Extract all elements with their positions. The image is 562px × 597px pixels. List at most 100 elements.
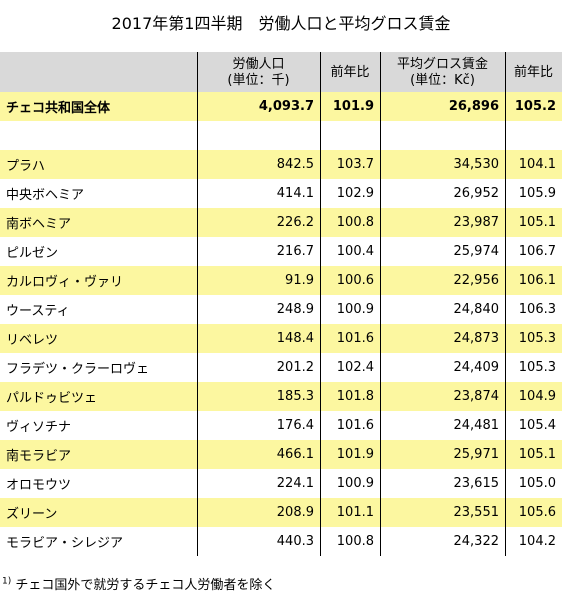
- row-bg: [0, 440, 562, 469]
- header-line: (単位：Kč): [410, 72, 475, 88]
- row-bg: [0, 266, 562, 295]
- value-cell: 101.8: [336, 389, 374, 404]
- value-cell: 216.7: [276, 244, 314, 259]
- value-cell: 4,093.7: [258, 99, 314, 114]
- value-cell: 22,956: [453, 273, 500, 288]
- header-line: 平均グロス賃金: [396, 56, 488, 72]
- header-cell: 前年比: [320, 52, 380, 93]
- region-name: パルドゥビツェ: [6, 391, 98, 406]
- value-cell: 100.6: [336, 273, 374, 288]
- value-cell: 104.1: [518, 157, 556, 172]
- value-cell: 24,322: [453, 534, 500, 549]
- value-cell: 105.2: [514, 99, 556, 114]
- value-cell: 100.9: [336, 476, 374, 491]
- value-cell: 101.9: [332, 99, 374, 114]
- region-name: 中央ボヘミア: [6, 188, 85, 203]
- value-cell: 101.6: [336, 418, 374, 433]
- region-name: チェコ共和国全体: [6, 101, 111, 116]
- value-cell: 105.1: [518, 215, 556, 230]
- value-cell: 23,987: [453, 215, 500, 230]
- value-cell: 102.9: [336, 186, 374, 201]
- value-cell: 24,840: [453, 302, 500, 317]
- value-cell: 105.0: [518, 476, 556, 491]
- region-name: 南ボヘミア: [6, 217, 72, 232]
- column-divider: [380, 52, 381, 556]
- footnote-marker: 1): [2, 576, 12, 587]
- title: 2017年第1四半期 労働人口と平均グロス賃金: [111, 14, 451, 33]
- value-cell: 91.9: [285, 273, 314, 288]
- value-cell: 842.5: [276, 157, 314, 172]
- value-cell: 414.1: [276, 186, 314, 201]
- value-cell: 26,896: [448, 99, 499, 114]
- header-cell: [0, 52, 197, 93]
- region-name: オロモウツ: [6, 478, 72, 493]
- value-cell: 440.3: [276, 534, 314, 549]
- region-name: カルロヴィ・ヴァリ: [6, 275, 124, 290]
- value-cell: 34,530: [453, 157, 500, 172]
- value-cell: 148.4: [276, 331, 314, 346]
- value-cell: 105.3: [518, 331, 556, 346]
- header-line: 前年比: [513, 64, 553, 80]
- region-name: ヴィソチナ: [6, 420, 72, 435]
- footnote: 1) チェコ国外で就労するチェコ人労働者を除く: [2, 574, 275, 593]
- region-name: フラデツ・クラーロヴェ: [6, 362, 150, 377]
- value-cell: 105.6: [518, 505, 556, 520]
- value-cell: 104.2: [518, 534, 556, 549]
- region-name: 南モラビア: [6, 449, 72, 464]
- value-cell: 105.9: [518, 186, 556, 201]
- value-cell: 25,971: [453, 447, 500, 462]
- value-cell: 185.3: [276, 389, 314, 404]
- header-cell: 平均グロス賃金 (単位：Kč): [380, 52, 505, 93]
- value-cell: 23,874: [453, 389, 500, 404]
- value-cell: 106.1: [518, 273, 556, 288]
- value-cell: 105.4: [518, 418, 556, 433]
- row-bg: [0, 150, 562, 179]
- header-line: 前年比: [330, 64, 370, 80]
- column-divider: [505, 52, 506, 556]
- value-cell: 26,952: [453, 186, 500, 201]
- value-cell: 226.2: [276, 215, 314, 230]
- region-name: ウースティ: [6, 304, 70, 319]
- region-name: モラビア・シレジア: [6, 536, 124, 551]
- header-cell: 労働人口 (単位：千): [197, 52, 320, 93]
- header-line: 労働人口: [232, 56, 285, 72]
- value-cell: 100.4: [336, 244, 374, 259]
- column-divider: [197, 52, 198, 556]
- value-cell: 25,974: [453, 244, 500, 259]
- value-cell: 106.3: [518, 302, 556, 317]
- footnote-text: チェコ国外で就労するチェコ人労働者を除く: [15, 578, 276, 593]
- value-cell: 248.9: [276, 302, 314, 317]
- region-name: プラハ: [6, 159, 45, 174]
- value-cell: 224.1: [276, 476, 314, 491]
- value-cell: 100.9: [336, 302, 374, 317]
- value-cell: 101.6: [336, 331, 374, 346]
- region-name: ズリーン: [6, 507, 58, 522]
- value-cell: 201.2: [276, 360, 314, 375]
- value-cell: 103.7: [336, 157, 374, 172]
- row-bg: [0, 92, 562, 121]
- value-cell: 100.8: [336, 215, 374, 230]
- value-cell: 23,551: [453, 505, 500, 520]
- header-cell: 前年比: [505, 52, 562, 93]
- value-cell: 102.4: [336, 360, 374, 375]
- header-bg: [0, 52, 562, 93]
- value-cell: 466.1: [276, 447, 314, 462]
- value-cell: 100.8: [336, 534, 374, 549]
- region-name: ピルゼン: [6, 246, 59, 261]
- row-bg: [0, 208, 562, 237]
- row-bg: [0, 324, 562, 353]
- header-line: (単位：千): [227, 72, 290, 88]
- value-cell: 105.1: [518, 447, 556, 462]
- value-cell: 176.4: [276, 418, 314, 433]
- row-bg: [0, 382, 562, 411]
- value-cell: 104.9: [518, 389, 556, 404]
- value-cell: 23,615: [453, 476, 500, 491]
- value-cell: 24,873: [453, 331, 500, 346]
- column-divider: [320, 52, 321, 556]
- value-cell: 101.1: [336, 505, 374, 520]
- value-cell: 105.3: [518, 360, 556, 375]
- row-bg: [0, 498, 562, 527]
- value-cell: 24,409: [453, 360, 500, 375]
- value-cell: 106.7: [518, 244, 556, 259]
